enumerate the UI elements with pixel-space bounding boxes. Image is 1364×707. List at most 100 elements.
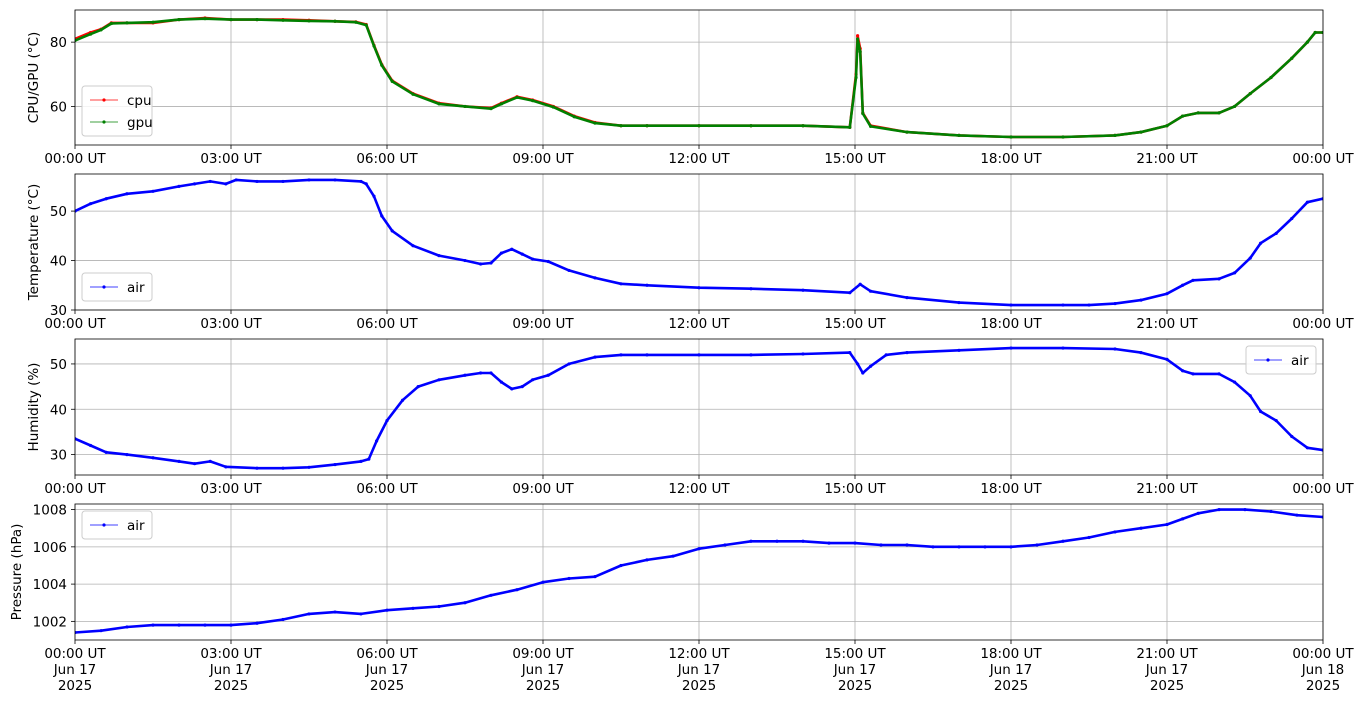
x-tick-label-line: 12:00 UT bbox=[668, 646, 730, 662]
data-point-air bbox=[499, 251, 503, 255]
x-tick-label-line: 18:00 UT bbox=[980, 151, 1042, 167]
data-point-air bbox=[749, 539, 753, 543]
data-point-air bbox=[359, 459, 363, 463]
x-tick-label-line: 06:00 UT bbox=[356, 316, 418, 332]
data-point-gpu bbox=[1139, 130, 1143, 134]
data-point-gpu bbox=[372, 44, 376, 48]
y-tick-label: 1002 bbox=[33, 614, 67, 630]
data-point-air bbox=[1087, 535, 1091, 540]
data-point-air bbox=[1217, 507, 1221, 512]
data-point-air bbox=[411, 606, 415, 610]
data-point-air bbox=[749, 353, 753, 357]
x-tick-label-line: 2025 bbox=[838, 678, 872, 694]
x-tick-label-line: 00:00 UT bbox=[44, 151, 106, 167]
x-tick-label-line: 09:00 UT bbox=[512, 316, 574, 332]
x-tick-label-line: 2025 bbox=[370, 678, 404, 694]
data-point-air bbox=[375, 439, 379, 443]
data-point-gpu bbox=[177, 18, 181, 22]
data-point-gpu bbox=[1009, 135, 1013, 139]
x-tick-label-line: 2025 bbox=[1306, 678, 1340, 694]
data-point-gpu bbox=[89, 32, 93, 36]
data-point-air bbox=[1274, 231, 1278, 235]
plot-frame bbox=[74, 9, 1324, 146]
data-point-gpu bbox=[229, 18, 233, 22]
x-tick-label-line: Jun 17 bbox=[521, 662, 565, 678]
data-point-air bbox=[645, 558, 649, 562]
y-tick-label: 50 bbox=[50, 357, 67, 373]
x-tick-label-line: 00:00 UT bbox=[1292, 481, 1354, 497]
data-point-gpu bbox=[551, 105, 556, 109]
data-point-air bbox=[411, 244, 415, 248]
data-point-air bbox=[203, 623, 207, 627]
legend: air bbox=[81, 272, 153, 302]
x-tick-label-line: 09:00 UT bbox=[512, 481, 574, 497]
data-point-air bbox=[861, 371, 865, 375]
data-point-gpu bbox=[411, 92, 415, 96]
data-point-air bbox=[1248, 394, 1252, 398]
x-tick-label-line: 00:00 UT bbox=[1292, 151, 1354, 167]
data-point-air bbox=[1259, 241, 1263, 245]
data-point-air bbox=[333, 462, 337, 467]
data-point-air bbox=[1248, 256, 1252, 260]
x-tick-label: 15:00 UT bbox=[824, 151, 886, 167]
data-point-air bbox=[645, 283, 649, 287]
data-point-air bbox=[104, 450, 108, 454]
data-point-air bbox=[723, 543, 727, 547]
data-point-air bbox=[531, 378, 535, 382]
data-point-gpu bbox=[1305, 40, 1309, 44]
data-point-air bbox=[255, 466, 259, 470]
data-point-air bbox=[104, 197, 108, 201]
data-point-air bbox=[515, 588, 519, 592]
temperature-panel: 00:00 UT 03:00 UT 06:00 UT 09:00 UT 12:00 UT… bbox=[26, 173, 1354, 332]
data-point-air bbox=[697, 547, 701, 551]
data-point-air bbox=[177, 459, 181, 463]
data-point-air bbox=[208, 459, 212, 463]
data-point-air bbox=[827, 541, 831, 545]
x-tick-label-line: 06:00 UT bbox=[356, 646, 418, 662]
data-point-gpu bbox=[531, 99, 535, 103]
data-point-gpu bbox=[572, 115, 576, 119]
data-point-air bbox=[1191, 372, 1195, 376]
x-tick-label: 09:00 UT bbox=[512, 481, 574, 497]
data-point-air bbox=[775, 539, 779, 543]
y-tick-label: 40 bbox=[50, 402, 67, 418]
x-tick-label-line: Jun 17 bbox=[1145, 662, 1189, 678]
data-point-air bbox=[671, 554, 675, 558]
x-tick-label: 03:00 UT bbox=[200, 481, 262, 497]
data-point-air bbox=[1217, 277, 1221, 281]
data-point-air bbox=[546, 373, 550, 377]
x-tick-label-line: 21:00 UT bbox=[1136, 481, 1198, 497]
data-point-air bbox=[1165, 292, 1169, 296]
legend-box bbox=[81, 85, 153, 137]
data-point-air bbox=[385, 608, 389, 612]
plot-frame bbox=[74, 338, 1324, 476]
data-point-air bbox=[1259, 409, 1263, 414]
data-point-gpu bbox=[1217, 111, 1221, 115]
data-point-air bbox=[390, 229, 394, 233]
data-point-air bbox=[1061, 539, 1065, 543]
y-axis-label: Temperature (°C) bbox=[26, 184, 42, 302]
data-point-air bbox=[125, 192, 129, 196]
data-point-air bbox=[957, 348, 961, 352]
data-point-air bbox=[1113, 301, 1117, 306]
data-point-air bbox=[853, 541, 857, 545]
data-point-gpu bbox=[307, 19, 311, 23]
data-point-air bbox=[224, 465, 228, 469]
data-point-air bbox=[367, 457, 371, 461]
x-tick-label-line: 2025 bbox=[58, 678, 92, 694]
data-point-air bbox=[801, 352, 805, 356]
data-point-air bbox=[208, 179, 212, 184]
data-point-gpu bbox=[515, 95, 519, 100]
data-point-air bbox=[697, 353, 701, 357]
data-point-gpu bbox=[255, 18, 259, 22]
x-tick-label-line: 03:00 UT bbox=[200, 316, 262, 332]
y-tick-label: 30 bbox=[50, 448, 67, 464]
x-tick-label-line: Jun 18 bbox=[1301, 662, 1345, 678]
data-point-air bbox=[510, 387, 514, 391]
data-point-air bbox=[1061, 303, 1065, 307]
data-point-gpu bbox=[1061, 135, 1065, 139]
data-point-air bbox=[1274, 419, 1278, 423]
data-point-gpu bbox=[125, 21, 129, 25]
x-tick-label: 06:00 UT bbox=[356, 481, 418, 497]
